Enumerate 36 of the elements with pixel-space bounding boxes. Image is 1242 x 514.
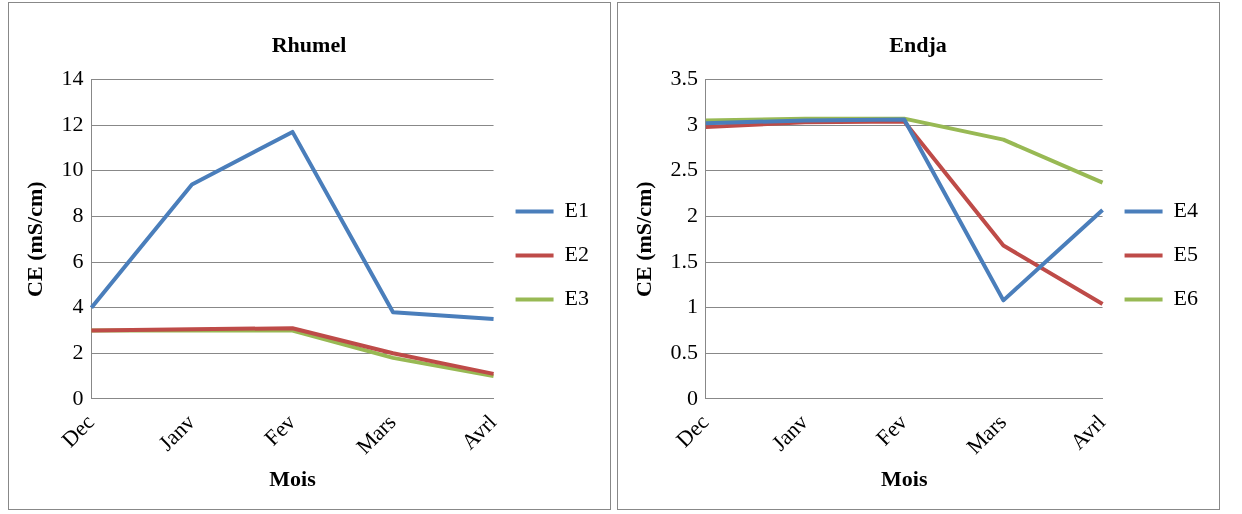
y-tick-label: 10 xyxy=(61,156,84,182)
y-tick-label: 2 xyxy=(686,202,698,228)
y-tick-label: 1.5 xyxy=(670,247,698,273)
chart-title: Endja xyxy=(889,31,947,57)
y-tick-label: 1 xyxy=(686,293,698,319)
x-tick-label: Avrl xyxy=(1065,409,1111,455)
legend-label: E1 xyxy=(564,197,590,223)
legend-label: E6 xyxy=(1173,285,1199,311)
y-tick-label: 0 xyxy=(686,384,698,410)
y-tick-label: 8 xyxy=(72,202,84,228)
legend-label: E5 xyxy=(1173,241,1199,267)
x-tick-label: Fev xyxy=(870,409,912,451)
y-tick-label: 12 xyxy=(61,110,84,136)
y-tick-label: 3.5 xyxy=(670,65,698,91)
y-tick-label: 2.5 xyxy=(670,156,698,182)
y-axis-title: CE (mS/cm) xyxy=(630,181,656,297)
x-axis-title: Mois xyxy=(881,466,928,492)
y-axis-title: CE (mS/cm) xyxy=(21,181,47,297)
legend-label: E4 xyxy=(1173,197,1199,223)
x-tick-label: Dec xyxy=(56,409,100,452)
x-axis-title: Mois xyxy=(269,466,317,492)
legend-label: E3 xyxy=(564,285,590,311)
y-tick-label: 14 xyxy=(61,65,84,91)
chart-title: Rhumel xyxy=(271,31,347,57)
x-tick-label: Avrl xyxy=(456,409,502,455)
y-tick-label: 6 xyxy=(72,247,84,273)
y-tick-label: 0.5 xyxy=(670,339,698,365)
x-tick-label: Janv xyxy=(766,409,813,456)
y-tick-label: 3 xyxy=(686,110,698,136)
x-tick-label: Fev xyxy=(259,409,301,451)
legend-label: E2 xyxy=(564,241,590,267)
x-tick-label: Dec xyxy=(670,409,714,452)
y-tick-label: 2 xyxy=(72,339,84,365)
y-tick-label: 4 xyxy=(72,293,84,319)
x-tick-label: Janv xyxy=(153,409,200,456)
y-tick-label: 0 xyxy=(72,384,84,410)
